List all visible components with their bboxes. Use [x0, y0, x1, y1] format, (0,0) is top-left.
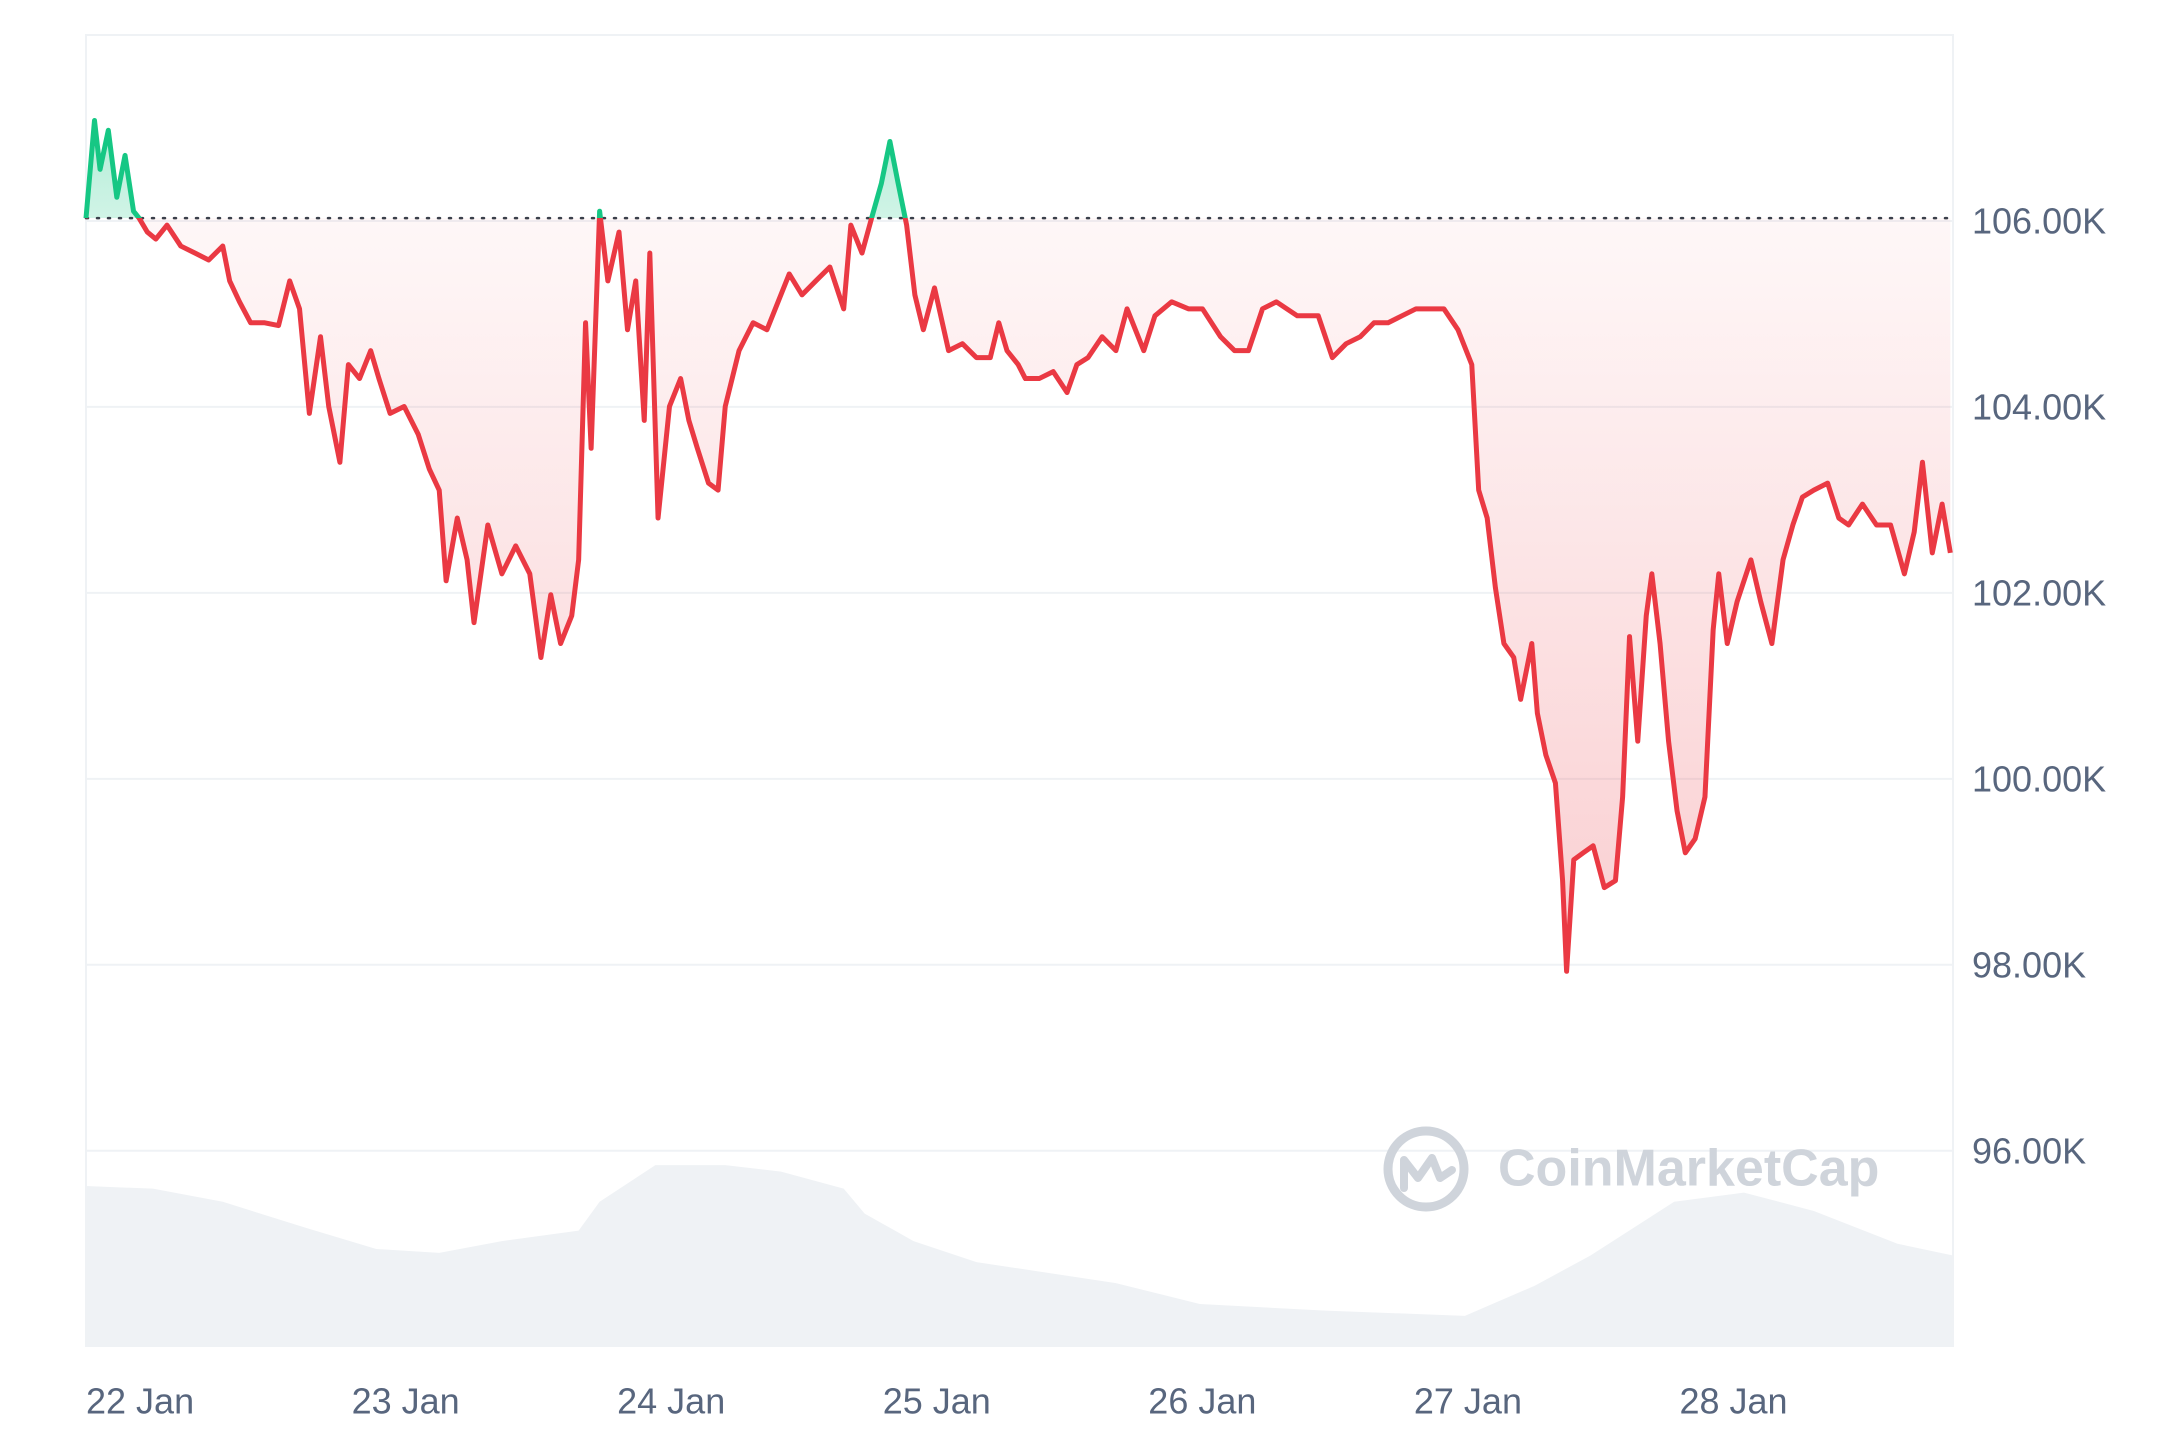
watermark-logo-mark: [1400, 1154, 1456, 1192]
x-tick-label: 23 Jan: [352, 1381, 460, 1422]
x-tick-label: 25 Jan: [883, 1381, 991, 1422]
y-tick-label: 96.00K: [1972, 1130, 2086, 1171]
watermark-text: CoinMarketCap: [1498, 1140, 1879, 1198]
y-tick-label: 98.00K: [1972, 944, 2086, 985]
x-tick-label: 28 Jan: [1679, 1381, 1787, 1422]
volume-area: [86, 1165, 1953, 1346]
x-tick-label: 26 Jan: [1148, 1381, 1256, 1422]
watermark: CoinMarketCap: [1383, 1126, 1879, 1212]
x-tick-label: 22 Jan: [86, 1381, 194, 1422]
watermark-logo: [1383, 1126, 1469, 1212]
x-tick-label: 24 Jan: [617, 1381, 725, 1422]
y-tick-label: 100.00K: [1972, 758, 2106, 799]
y-tick-label: 104.00K: [1972, 386, 2106, 427]
price-line: [83, 118, 1953, 974]
x-tick-label: 27 Jan: [1414, 1381, 1522, 1422]
price-area: [86, 120, 1951, 972]
y-tick-label: 106.00K: [1972, 200, 2106, 241]
y-tick-label: 102.00K: [1972, 572, 2106, 613]
